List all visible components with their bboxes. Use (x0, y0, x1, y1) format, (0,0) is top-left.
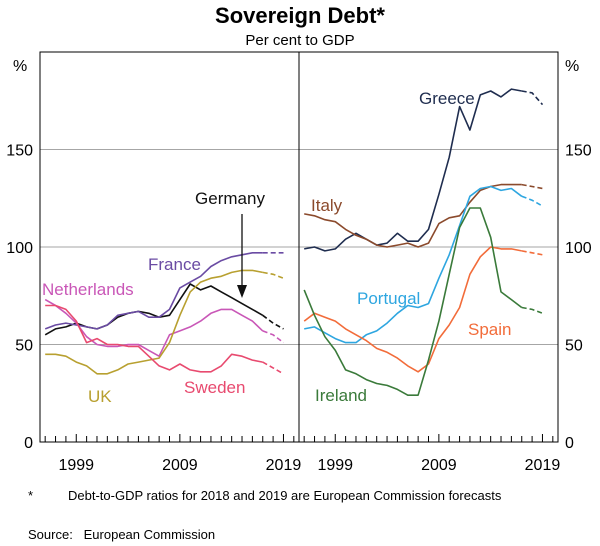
line-ireland (303, 207, 523, 397)
line-italy (304, 183, 522, 248)
sovereign-debt-chart: Sovereign Debt* Per cent to GDP 0 0 50 50 10… (6, 3, 592, 474)
line-portugal-forecast (521, 195, 543, 207)
y-tick-left-150: 150 (6, 143, 33, 160)
plot-frame (39, 51, 559, 443)
x-tick-left-2019: 2019 (266, 457, 302, 474)
line-uk-forecast (262, 271, 284, 279)
line-portugal (304, 185, 523, 344)
label-sweden: Sweden (184, 378, 245, 397)
label-ireland: Ireland (315, 386, 367, 405)
line-netherlands-forecast (262, 330, 284, 344)
x-tick-left-2009: 2009 (162, 457, 198, 474)
line-italy-forecast (521, 183, 543, 190)
footnote-text: Debt-to-GDP ratios for 2018 and 2019 are… (68, 488, 502, 503)
line-greece-forecast (521, 90, 544, 106)
series-lines (44, 88, 544, 397)
source-note: Source: European Commission (28, 527, 216, 542)
x-tick-left-1999: 1999 (58, 457, 94, 474)
y-unit-left: % (13, 58, 27, 75)
line-ireland-forecast (521, 306, 543, 315)
footnote-star: * (28, 488, 34, 503)
line-germany-forecast (262, 314, 284, 330)
series-annotations: Germany France Netherlands UK Sweden Greece It… (42, 89, 511, 406)
line-spain (303, 246, 522, 373)
label-france: France (148, 255, 201, 274)
line-sweden-forecast (262, 361, 284, 375)
line-netherlands (44, 298, 264, 358)
x-tick-right-2019: 2019 (525, 457, 561, 474)
line-sweden (45, 304, 263, 373)
line-greece (304, 88, 522, 252)
y-tick-right-50: 50 (565, 338, 583, 355)
y-tick-left-100: 100 (6, 240, 33, 257)
line-spain-forecast (521, 250, 543, 256)
x-tick-right-1999: 1999 (317, 457, 353, 474)
label-portugal: Portugal (357, 289, 420, 308)
y-tick-left-0: 0 (24, 435, 33, 452)
label-germany: Germany (195, 189, 265, 208)
y-tick-right-100: 100 (565, 240, 592, 257)
label-spain: Spain (468, 320, 511, 339)
axis-ticks: 0 0 50 50 100 100 150 150% % 1999 2009 2019 1999 2009… (6, 58, 592, 474)
y-unit-right: % (565, 58, 579, 75)
y-tick-right-150: 150 (565, 143, 592, 160)
line-france (44, 252, 263, 330)
chart-title: Sovereign Debt* (215, 3, 385, 28)
germany-arrow-head (237, 285, 247, 298)
y-tick-right-0: 0 (565, 435, 574, 452)
label-netherlands: Netherlands (42, 280, 134, 299)
y-tick-left-50: 50 (15, 338, 33, 355)
line-uk (45, 269, 263, 375)
x-tick-right-2009: 2009 (421, 457, 457, 474)
line-germany (44, 283, 264, 336)
label-greece: Greece (419, 89, 475, 108)
label-uk: UK (88, 387, 112, 406)
chart-subtitle: Per cent to GDP (245, 32, 354, 49)
label-italy: Italy (311, 196, 343, 215)
